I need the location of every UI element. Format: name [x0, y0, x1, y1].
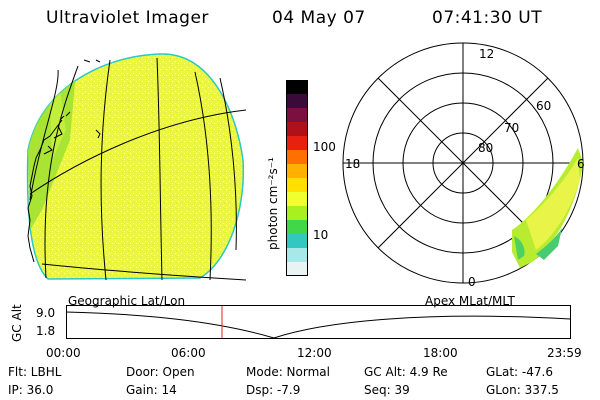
- orbit-y-tick-9: 9.0: [36, 306, 56, 320]
- lat-label-70: 70: [504, 121, 519, 135]
- colorbar-band: [286, 206, 308, 221]
- colorbar-band: [286, 164, 308, 179]
- colorbar-band: [286, 80, 308, 95]
- orbit-altitude-plot: [66, 305, 571, 339]
- info-dsp: Dsp: -7.9: [246, 383, 301, 397]
- colorbar: [286, 80, 308, 277]
- apex-coords-label: Apex MLat/MLT: [425, 294, 515, 308]
- info-mode: Mode: Normal: [246, 365, 330, 379]
- colorbar-band: [286, 262, 308, 277]
- colorbar-band: [286, 234, 308, 249]
- orbit-x-tick-0000: 00:00: [46, 346, 81, 360]
- mlt-label-6: 6: [577, 157, 585, 171]
- orbit-x-tick-2359: 23:59: [547, 346, 582, 360]
- orbit-altitude-curve: [66, 311, 571, 339]
- info-seq: Seq: 39: [364, 383, 410, 397]
- orbit-x-tick-0600: 06:00: [171, 346, 206, 360]
- colorbar-band: [286, 94, 308, 109]
- info-door: Door: Open: [126, 365, 195, 379]
- orbit-y-axis-label: GC Alt: [10, 304, 24, 342]
- colorbar-band: [286, 150, 308, 165]
- lat-label-80: 80: [478, 141, 493, 155]
- info-glat: GLat: -47.6: [486, 365, 553, 379]
- lat-label-60: 60: [536, 99, 551, 113]
- colorbar-band: [286, 248, 308, 263]
- orbit-x-tick-1800: 18:00: [423, 346, 458, 360]
- coastline: [27, 59, 101, 263]
- mlt-label-18: 18: [345, 157, 360, 171]
- polar-mlt-plot: 12 18 6 0 80 70 60: [342, 42, 585, 289]
- colorbar-tick-100: 100: [313, 140, 336, 154]
- colorbar-unit-label: photon cm⁻²s⁻¹: [266, 157, 280, 250]
- geographic-coords-label: Geographic Lat/Lon: [68, 294, 186, 308]
- observation-date: 04 May 07: [272, 8, 366, 28]
- polar-aurora-data: [512, 148, 583, 268]
- colorbar-band: [286, 178, 308, 193]
- geographic-grid: [29, 57, 247, 281]
- orbit-x-tick-1200: 12:00: [297, 346, 332, 360]
- info-filter: Flt: LBHL: [8, 365, 62, 379]
- observation-time: 07:41:30 UT: [432, 8, 543, 28]
- colorbar-band: [286, 136, 308, 151]
- polar-grid: [342, 42, 584, 284]
- colorbar-band: [286, 122, 308, 137]
- info-gain: Gain: 14: [126, 383, 177, 397]
- instrument-title: Ultraviolet Imager: [46, 8, 209, 28]
- info-glon: GLon: 337.5: [486, 383, 559, 397]
- colorbar-tick-10: 10: [313, 228, 329, 242]
- info-gc-alt: GC Alt: 4.9 Re: [364, 365, 448, 379]
- orbit-y-tick-1-8: 1.8: [36, 324, 56, 338]
- mlt-label-12: 12: [479, 47, 494, 61]
- colorbar-gradient: [286, 80, 308, 277]
- mlt-label-0: 0: [468, 275, 476, 289]
- colorbar-band: [286, 108, 308, 123]
- colorbar-band: [286, 220, 308, 235]
- info-ip: IP: 36.0: [8, 383, 54, 397]
- colorbar-band: [286, 192, 308, 207]
